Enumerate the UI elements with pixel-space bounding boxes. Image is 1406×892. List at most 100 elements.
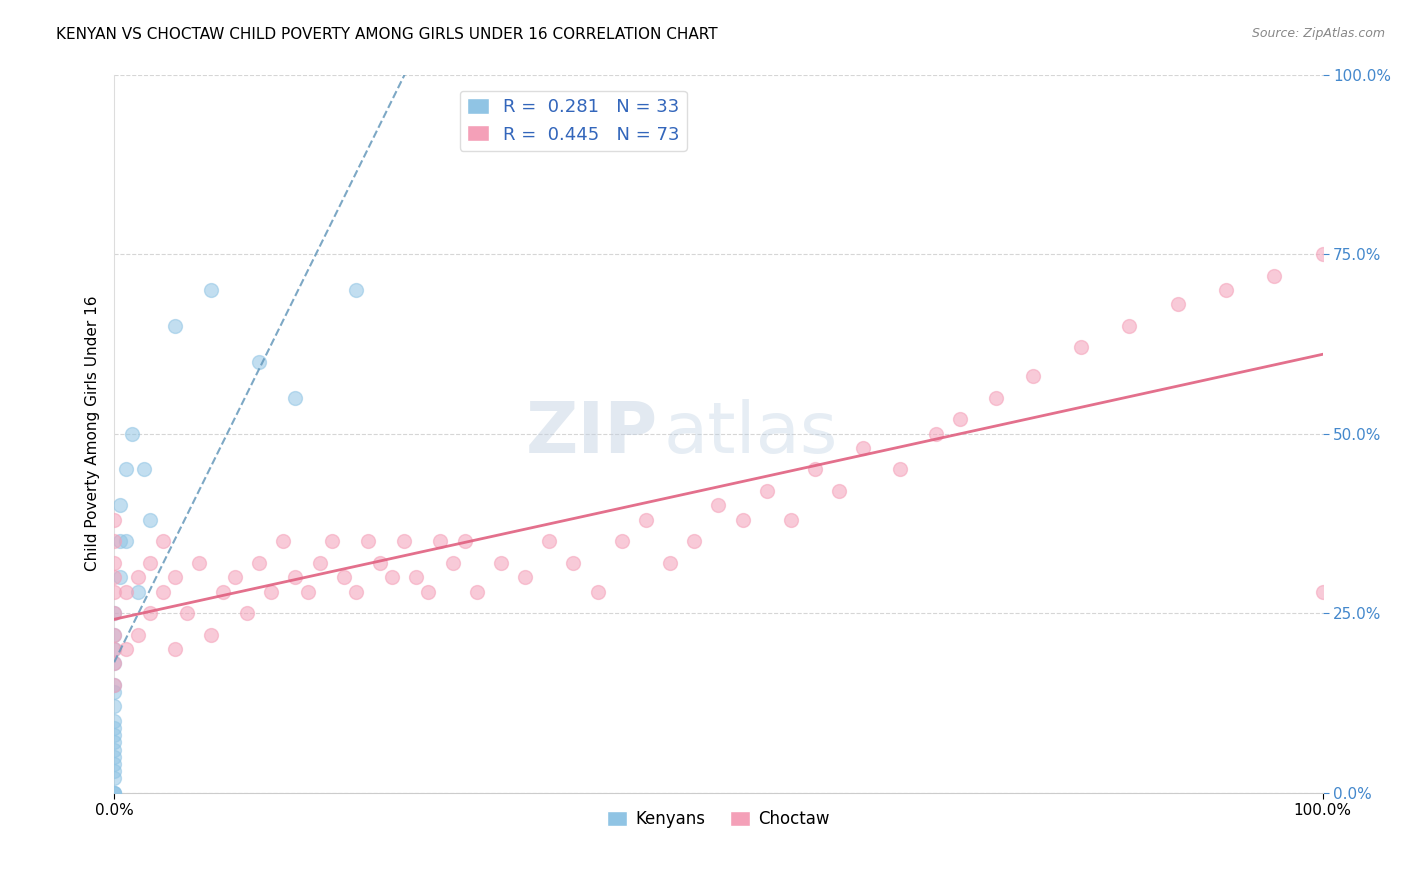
Point (780, 513, 803, 527)
Point (200, 283, 222, 297)
Text: atlas: atlas (664, 399, 838, 468)
Point (152, 584, 174, 599)
Text: Source: ZipAtlas.com: Source: ZipAtlas.com (1251, 27, 1385, 40)
Point (103, 772, 125, 786)
Point (429, 534, 451, 549)
Point (103, 756, 125, 771)
Point (176, 606, 198, 620)
Point (103, 657, 125, 671)
Point (103, 699, 125, 714)
Point (489, 556, 512, 570)
Point (513, 570, 536, 584)
Point (110, 570, 132, 584)
Point (441, 556, 464, 570)
Point (284, 391, 307, 405)
Point (707, 499, 730, 513)
Text: ZIP: ZIP (526, 399, 658, 468)
Point (344, 584, 367, 599)
Point (852, 441, 875, 455)
Point (224, 570, 246, 584)
Point (103, 786, 125, 800)
Point (949, 412, 972, 426)
Point (103, 606, 125, 620)
Point (103, 678, 125, 692)
Point (134, 462, 156, 476)
Point (986, 391, 1008, 405)
Point (139, 606, 162, 620)
Point (273, 534, 295, 549)
Point (103, 786, 125, 800)
Point (453, 534, 475, 549)
Point (163, 570, 186, 584)
Point (284, 570, 307, 584)
Text: KENYAN VS CHOCTAW CHILD POVERTY AMONG GIRLS UNDER 16 CORRELATION CHART: KENYAN VS CHOCTAW CHILD POVERTY AMONG GI… (56, 27, 718, 42)
Point (103, 714, 125, 728)
Point (828, 483, 851, 498)
Point (163, 318, 186, 333)
Y-axis label: Child Poverty Among Girls Under 16: Child Poverty Among Girls Under 16 (86, 296, 100, 572)
Point (260, 584, 283, 599)
Point (889, 462, 911, 476)
Point (236, 606, 259, 620)
Point (103, 657, 125, 671)
Point (1263, 268, 1285, 283)
Point (121, 426, 143, 441)
Point (110, 499, 132, 513)
Point (1118, 318, 1140, 333)
Point (1021, 369, 1043, 384)
Point (103, 685, 125, 699)
Point (127, 628, 149, 642)
Point (683, 534, 706, 549)
Point (115, 642, 138, 657)
Point (333, 570, 356, 584)
Point (127, 570, 149, 584)
Point (103, 556, 125, 570)
Point (103, 513, 125, 527)
Point (103, 628, 125, 642)
Point (103, 749, 125, 764)
Point (1312, 584, 1334, 599)
Point (103, 584, 125, 599)
Point (115, 534, 138, 549)
Point (103, 642, 125, 657)
Point (163, 642, 186, 657)
Point (103, 570, 125, 584)
Point (368, 556, 391, 570)
Point (538, 534, 561, 549)
Point (103, 721, 125, 735)
Point (1215, 283, 1237, 297)
Point (103, 728, 125, 742)
Point (297, 584, 319, 599)
Point (804, 462, 827, 476)
Point (103, 678, 125, 692)
Point (925, 426, 948, 441)
Point (247, 556, 270, 570)
Point (634, 513, 657, 527)
Point (127, 584, 149, 599)
Point (103, 735, 125, 749)
Point (115, 584, 138, 599)
Point (610, 534, 633, 549)
Point (212, 584, 235, 599)
Point (586, 584, 609, 599)
Point (187, 556, 209, 570)
Point (321, 534, 343, 549)
Point (465, 584, 488, 599)
Point (1312, 247, 1334, 261)
Legend: Kenyans, Choctaw: Kenyans, Choctaw (600, 804, 837, 835)
Point (103, 606, 125, 620)
Point (139, 513, 162, 527)
Point (103, 742, 125, 756)
Point (1070, 340, 1092, 354)
Point (344, 283, 367, 297)
Point (731, 513, 754, 527)
Point (308, 556, 330, 570)
Point (200, 628, 222, 642)
Point (103, 642, 125, 657)
Point (418, 584, 440, 599)
Point (152, 534, 174, 549)
Point (659, 556, 682, 570)
Point (103, 628, 125, 642)
Point (139, 556, 162, 570)
Point (115, 462, 138, 476)
